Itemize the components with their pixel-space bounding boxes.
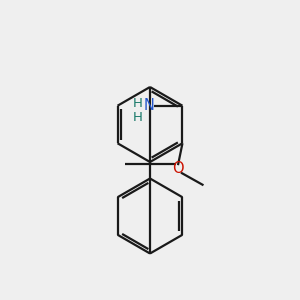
- Text: O: O: [172, 161, 184, 176]
- Text: H: H: [133, 97, 143, 110]
- Text: H: H: [133, 111, 143, 124]
- Text: N: N: [144, 98, 155, 113]
